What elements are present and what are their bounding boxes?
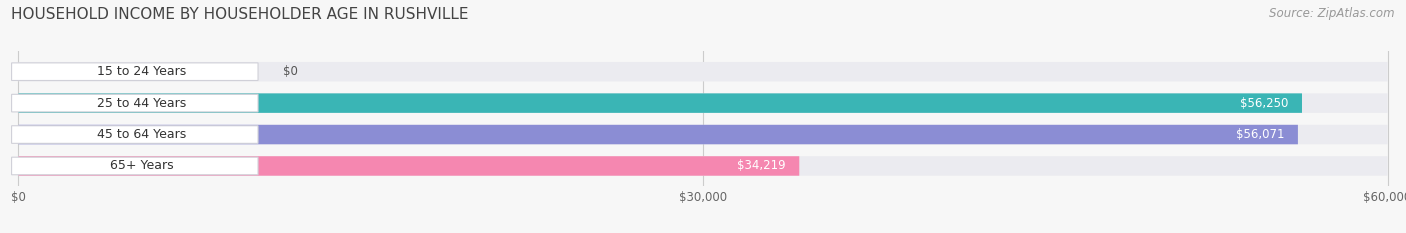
Text: Source: ZipAtlas.com: Source: ZipAtlas.com <box>1270 7 1395 20</box>
Text: $0: $0 <box>283 65 298 78</box>
FancyBboxPatch shape <box>18 156 1388 176</box>
FancyBboxPatch shape <box>11 157 259 175</box>
FancyBboxPatch shape <box>18 62 1388 81</box>
FancyBboxPatch shape <box>11 63 259 80</box>
Text: 15 to 24 Years: 15 to 24 Years <box>97 65 186 78</box>
Text: HOUSEHOLD INCOME BY HOUSEHOLDER AGE IN RUSHVILLE: HOUSEHOLD INCOME BY HOUSEHOLDER AGE IN R… <box>11 7 468 22</box>
FancyBboxPatch shape <box>18 125 1388 144</box>
Text: $56,250: $56,250 <box>1240 97 1288 110</box>
Text: 25 to 44 Years: 25 to 44 Years <box>97 97 186 110</box>
Text: 45 to 64 Years: 45 to 64 Years <box>97 128 186 141</box>
FancyBboxPatch shape <box>18 156 799 176</box>
FancyBboxPatch shape <box>18 93 1302 113</box>
Text: $34,219: $34,219 <box>737 159 786 172</box>
FancyBboxPatch shape <box>11 126 259 143</box>
FancyBboxPatch shape <box>18 93 1388 113</box>
FancyBboxPatch shape <box>18 125 1298 144</box>
FancyBboxPatch shape <box>11 94 259 112</box>
Text: 65+ Years: 65+ Years <box>110 159 173 172</box>
Text: $56,071: $56,071 <box>1236 128 1284 141</box>
